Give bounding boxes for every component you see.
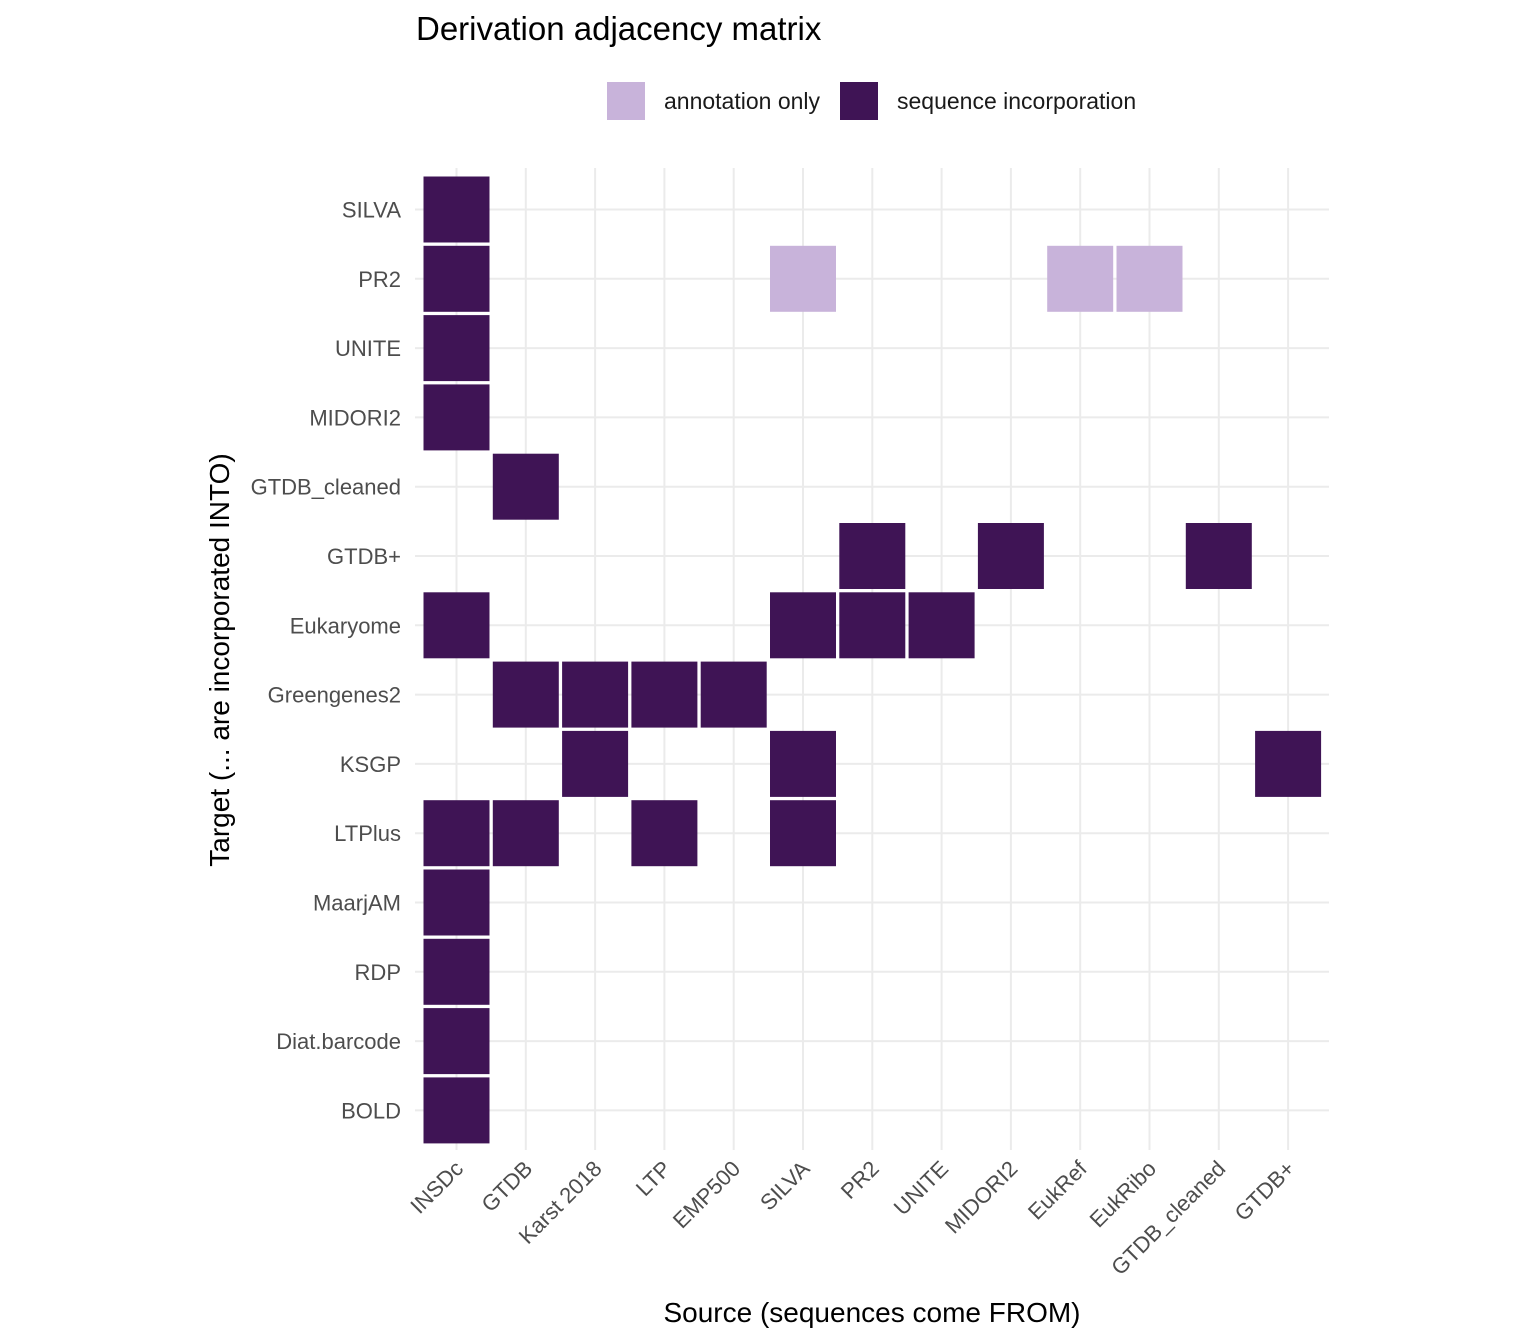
x-tick-label-silva: SILVA [755, 1156, 815, 1216]
cell-silva-to-ksgp [770, 730, 836, 797]
y-tick-label-eukaryome: Eukaryome [290, 613, 401, 638]
cell-gtdb-to-ksgp [1255, 730, 1322, 797]
y-tick-label-silva: SILVA [342, 198, 401, 223]
grid-lines [415, 168, 1329, 1150]
cell-karst-2018-to-ksgp [562, 730, 629, 797]
cell-insdc-to-midori2 [423, 384, 490, 451]
cell-karst-2018-to-greengenes2 [562, 661, 629, 728]
cell-eukribo-to-pr2 [1116, 245, 1183, 312]
x-tick-label-midori2: MIDORI2 [940, 1156, 1023, 1239]
y-tick-label-pr2: PR2 [358, 267, 401, 292]
legend-label-annotation-only: annotation only [664, 88, 821, 114]
cell-gtdb-to-ltplus [492, 800, 559, 867]
matrix-cells [423, 176, 1322, 1144]
x-tick-label-ltp: LTP [631, 1156, 676, 1201]
cell-silva-to-ltplus [770, 800, 836, 867]
y-tick-label-maarjam: MaarjAM [313, 891, 401, 916]
x-axis-title: Source (sequences come FROM) [663, 1297, 1080, 1328]
cell-unite-to-eukaryome [908, 592, 975, 659]
cell-gtdb-to-greengenes2 [492, 661, 559, 728]
cell-insdc-to-diat-barcode [423, 1008, 490, 1075]
cell-ltp-to-ltplus [631, 800, 698, 867]
y-tick-label-midori2: MIDORI2 [309, 405, 401, 430]
cell-insdc-to-ltplus [423, 800, 490, 867]
legend-swatch-annotation-only [607, 82, 645, 120]
y-tick-label-ltplus: LTPlus [334, 821, 401, 846]
cell-gtdb-cleaned-to-gtdb [1185, 523, 1252, 589]
cell-eukref-to-pr2 [1047, 245, 1114, 312]
cell-insdc-to-pr2 [423, 245, 490, 312]
y-tick-label-diat-barcode: Diat.barcode [276, 1029, 401, 1054]
x-tick-label-emp500: EMP500 [668, 1156, 745, 1233]
y-axis-tick-labels: SILVA PR2 UNITE MIDORI2 GTDB_cleaned GTDB+ Euk… [251, 198, 402, 1124]
cell-gtdb-to-gtdb-cleaned [492, 453, 559, 520]
y-tick-label-greengenes2: Greengenes2 [268, 683, 401, 708]
x-tick-label-insdc: INSDc [405, 1156, 468, 1219]
y-tick-label-rdp: RDP [355, 960, 401, 985]
x-tick-label-gtdb: GTDB [476, 1156, 537, 1217]
y-axis-title: Target (... are incorporated INTO) [204, 453, 235, 866]
cell-pr2-to-eukaryome [839, 592, 906, 659]
cell-insdc-to-rdp [423, 938, 490, 1005]
cell-silva-to-pr2 [770, 245, 836, 312]
x-tick-label-eukref: EukRef [1023, 1155, 1092, 1224]
y-tick-label-unite: UNITE [335, 336, 401, 361]
cell-insdc-to-bold [423, 1077, 490, 1144]
y-tick-label-gtdb-cleaned: GTDB_cleaned [251, 475, 401, 500]
cell-emp500-to-greengenes2 [700, 661, 767, 728]
cell-ltp-to-greengenes2 [631, 661, 698, 728]
y-tick-label-ksgp: KSGP [340, 752, 401, 777]
cell-silva-to-eukaryome [770, 592, 836, 659]
x-tick-label-pr2: PR2 [836, 1156, 884, 1204]
chart-title: Derivation adjacency matrix [416, 10, 822, 47]
cell-insdc-to-eukaryome [423, 592, 490, 659]
x-tick-label-gtdb: GTDB+ [1230, 1156, 1300, 1226]
cell-insdc-to-unite [423, 315, 490, 382]
legend-swatch-sequence-incorporation [840, 82, 878, 120]
legend-label-sequence-incorporation: sequence incorporation [897, 88, 1136, 114]
x-tick-label-unite: UNITE [889, 1156, 953, 1220]
y-tick-label-bold: BOLD [341, 1098, 401, 1123]
y-tick-label-gtdb: GTDB+ [327, 544, 401, 569]
cell-insdc-to-maarjam [423, 869, 490, 936]
legend: annotation only sequence incorporation [607, 82, 1136, 120]
cell-midori2-to-gtdb [977, 523, 1044, 589]
cell-pr2-to-gtdb [839, 523, 906, 589]
cell-insdc-to-silva [423, 176, 490, 243]
